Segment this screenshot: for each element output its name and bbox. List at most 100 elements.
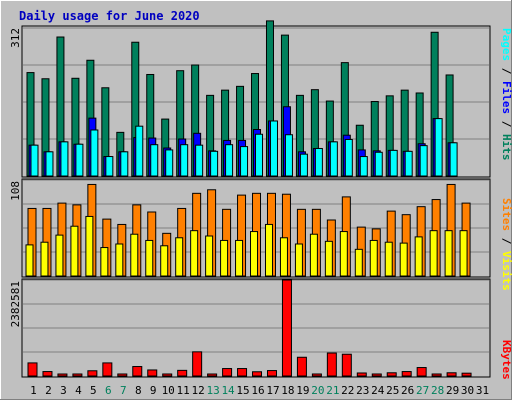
bar-visits-day-22 <box>339 231 348 277</box>
bar-visits-day-4 <box>70 225 79 277</box>
bar-visits-day-9 <box>145 239 154 277</box>
bar-pages-day-4 <box>75 143 84 177</box>
chart-title: Daily usage for June 2020 <box>19 9 200 23</box>
visits-scale-label: 108 <box>9 181 22 201</box>
bar-visits-day-14 <box>220 239 229 277</box>
bar-visits-day-15 <box>235 239 244 277</box>
bar-visits-day-27 <box>414 236 423 277</box>
x-tick-label: 14 <box>221 384 235 397</box>
visits-panel-legend: Sites / Visits <box>500 198 512 291</box>
legend-segment: KBytes <box>500 340 512 380</box>
bar-kbytes-day-19 <box>296 356 307 377</box>
bar-kbytes-day-18 <box>281 279 292 377</box>
bar-kbytes-day-10 <box>162 373 173 377</box>
x-tick-label: 21 <box>326 384 339 397</box>
kbytes-scale-label: 2382581 <box>9 281 22 327</box>
x-tick-label: 31 <box>476 384 489 397</box>
x-tick-label: 29 <box>446 384 459 397</box>
bar-pages-day-28 <box>434 118 443 177</box>
x-axis-labels: 1 2 3 4 5 6 7 8 9 10 11 12 13 14 15 16 17 18 19 20 21 22 23 24 2… <box>30 384 489 397</box>
bar-visits-day-23 <box>354 248 363 277</box>
legend-segment: Files <box>500 81 512 114</box>
bar-kbytes-day-12 <box>192 351 203 377</box>
bar-kbytes-day-13 <box>207 373 218 377</box>
hits-scale-label: 312 <box>9 28 22 48</box>
x-tick-label: 7 <box>120 384 127 397</box>
bar-pages-day-16 <box>255 133 264 177</box>
bar-kbytes-day-24 <box>371 373 382 377</box>
bar-kbytes-day-26 <box>401 371 412 377</box>
bar-pages-day-18 <box>284 134 293 177</box>
bar-kbytes-day-11 <box>177 369 188 377</box>
x-tick-label: 11 <box>177 384 190 397</box>
bar-kbytes-day-25 <box>386 372 397 377</box>
bar-pages-day-5 <box>90 129 99 177</box>
bar-visits-day-19 <box>294 243 303 277</box>
bar-pages-day-15 <box>240 146 249 177</box>
x-tick-label: 4 <box>75 384 82 397</box>
bar-kbytes-day-23 <box>356 372 367 377</box>
x-tick-label: 25 <box>386 384 399 397</box>
x-tick-label: 27 <box>416 384 429 397</box>
bar-pages-day-8 <box>135 125 144 177</box>
legend-segment: / <box>500 114 512 134</box>
bar-visits-day-13 <box>205 235 214 277</box>
x-tick-label: 28 <box>431 384 444 397</box>
x-tick-label: 13 <box>206 384 219 397</box>
bar-pages-day-26 <box>404 150 413 177</box>
x-tick-label: 5 <box>90 384 97 397</box>
bar-pages-day-6 <box>105 156 114 177</box>
bar-pages-day-9 <box>150 144 159 177</box>
bar-pages-day-3 <box>60 141 69 177</box>
bar-visits-day-11 <box>175 237 184 277</box>
data-bars <box>25 20 472 377</box>
bar-pages-day-27 <box>419 145 428 177</box>
bar-kbytes-day-7 <box>117 373 128 377</box>
x-tick-label: 3 <box>60 384 67 397</box>
bar-pages-day-13 <box>210 150 219 177</box>
bar-visits-day-2 <box>40 241 49 277</box>
bar-kbytes-day-3 <box>57 373 68 377</box>
bar-kbytes-day-8 <box>132 366 143 377</box>
bar-visits-day-25 <box>384 241 393 277</box>
x-tick-label: 30 <box>461 384 474 397</box>
bar-pages-day-23 <box>359 156 368 177</box>
bar-kbytes-day-6 <box>102 362 113 377</box>
x-tick-label: 8 <box>135 384 142 397</box>
bar-pages-day-19 <box>299 153 308 177</box>
bar-visits-day-1 <box>25 244 34 277</box>
bar-kbytes-day-9 <box>147 369 158 377</box>
x-tick-label: 22 <box>341 384 354 397</box>
bar-kbytes-day-29 <box>446 372 457 377</box>
bar-visits-day-28 <box>429 230 438 277</box>
bar-pages-day-22 <box>344 138 353 177</box>
bar-visits-day-17 <box>264 223 273 277</box>
bar-visits-day-18 <box>279 237 288 277</box>
bar-pages-day-12 <box>195 144 204 177</box>
bar-pages-day-7 <box>120 151 129 177</box>
bar-visits-day-24 <box>369 239 378 277</box>
bar-pages-day-24 <box>374 151 383 177</box>
bar-kbytes-day-28 <box>431 373 442 377</box>
bar-visits-day-21 <box>324 240 333 277</box>
x-tick-label: 9 <box>150 384 157 397</box>
x-tick-label: 20 <box>311 384 324 397</box>
bar-kbytes-day-16 <box>252 371 263 377</box>
x-tick-label: 10 <box>162 384 175 397</box>
bar-pages-day-21 <box>329 141 338 177</box>
x-tick-label: 26 <box>401 384 414 397</box>
bar-visits-day-29 <box>444 230 453 277</box>
x-tick-label: 6 <box>105 384 112 397</box>
bar-kbytes-day-2 <box>42 371 53 377</box>
hits-panel-legend: Pages / Files / Hits <box>500 28 512 161</box>
bar-pages-day-29 <box>449 142 458 177</box>
bar-kbytes-day-27 <box>416 367 427 377</box>
bar-kbytes-day-5 <box>87 370 98 377</box>
bar-pages-day-14 <box>225 144 234 177</box>
bar-pages-day-25 <box>389 149 398 177</box>
bar-visits-day-30 <box>459 230 468 277</box>
bar-pages-day-2 <box>45 151 54 177</box>
legend-segment: / <box>500 61 512 81</box>
legend-segment: Pages <box>500 28 512 61</box>
